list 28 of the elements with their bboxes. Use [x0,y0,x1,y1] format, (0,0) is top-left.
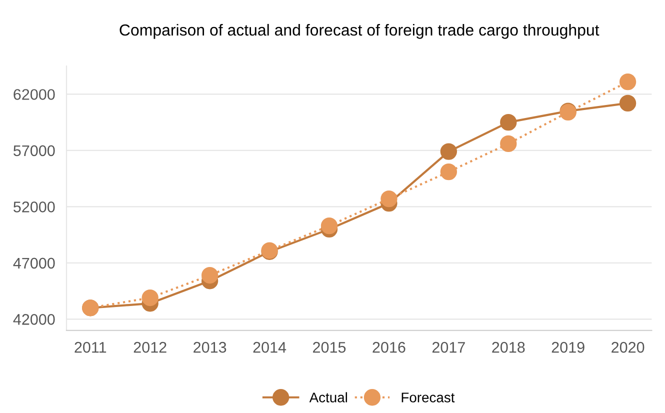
chart-title: Comparison of actual and forecast of foreign trade cargo throughput [120,24,600,39]
point [619,73,636,90]
y-tick-label: 47000 [13,258,55,269]
legend-label: Actual [309,392,347,402]
point [201,266,218,284]
x-tick-label: 2011 [74,342,106,353]
x-tick-label: 2018 [492,342,525,353]
point [380,190,398,208]
x-tick-label: 2014 [253,342,286,353]
x-tick-label: 2016 [372,342,406,353]
point [320,217,338,234]
point [500,114,517,131]
point [440,143,458,160]
x-tick-label: 2015 [313,342,346,353]
y-tick-label: 42000 [13,314,55,325]
point [440,163,458,180]
legend-label: Forecast [402,392,455,402]
point [142,289,158,306]
y-tick-label: 57000 [14,145,55,156]
x-tick-label: 2017 [432,342,465,353]
x-tick-label: 2012 [134,342,166,353]
y-tick-label: 62000 [14,89,55,100]
x-tick-label: 2013 [194,342,226,353]
y-tick-label: 52000 [14,202,55,212]
x-tick-label: 2020 [612,342,644,353]
point [619,94,636,112]
point [500,135,517,152]
x-tick-label: 2019 [552,342,584,353]
